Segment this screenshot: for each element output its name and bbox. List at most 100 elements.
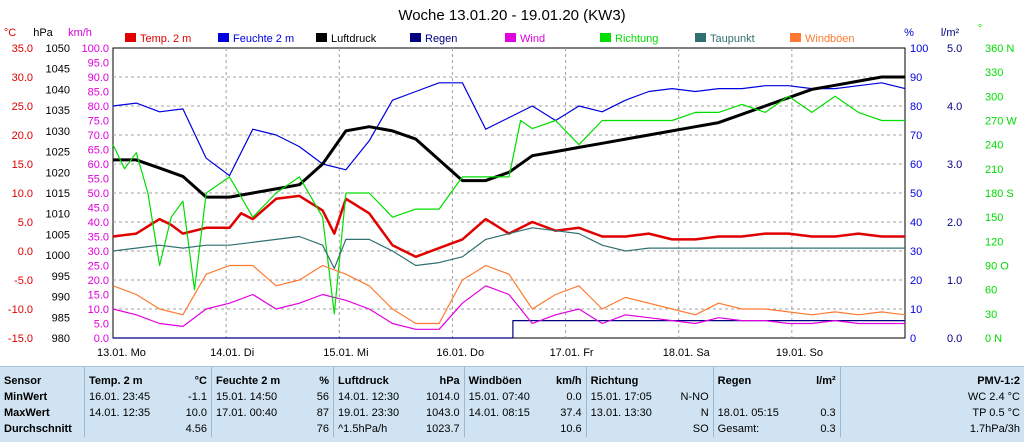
- header-pressure-unit: hPa: [439, 375, 460, 387]
- x-tick-label: 14.01. Di: [210, 347, 254, 359]
- direction-value: N-NO: [680, 391, 709, 403]
- humidity-unit: %: [904, 27, 914, 39]
- header-pressure: Luftdruck: [333, 367, 422, 389]
- direction-tick-label: 210: [985, 164, 1003, 176]
- pressure-time: 19.01. 23:30: [333, 405, 422, 421]
- wind-tick-label: 85.0: [88, 87, 109, 99]
- chart-title: Woche 13.01.20 - 19.01.20 (KW3): [398, 7, 625, 24]
- temp-unit: °C: [4, 27, 16, 39]
- row-label: MaxWert: [4, 407, 50, 419]
- x-tick-label: 15.01. Mi: [323, 347, 368, 359]
- series-line-windb-en: [112, 264, 906, 325]
- legend-swatch: [695, 33, 706, 42]
- wind-tick-label: 70.0: [88, 130, 109, 142]
- temp-tick-label: 20.0: [12, 130, 33, 142]
- temp-value: -1.1: [188, 391, 207, 403]
- legend-label: Feuchte 2 m: [233, 33, 294, 45]
- wind-tick-label: 0.0: [94, 333, 109, 345]
- direction-tick-label: 30: [985, 309, 997, 321]
- humidity-time: [211, 421, 300, 437]
- weather-chart: Woche 13.01.20 - 19.01.20 (KW3) Temp. 2 m…: [4, 7, 1018, 359]
- wind-tick-label: 25.0: [88, 261, 109, 273]
- gust-time: [463, 421, 543, 437]
- humidity-tick-label: 50: [910, 188, 922, 200]
- direction-tick-label: 90 O: [985, 261, 1009, 273]
- humidity-value: 76: [316, 423, 329, 435]
- direction-tick-label: 270 W: [985, 116, 1017, 128]
- series-line-luftdruck: [113, 75, 905, 199]
- x-tick-label: 19.01. So: [776, 347, 823, 359]
- row-label: Durchschnitt: [4, 423, 72, 435]
- legend-swatch: [410, 33, 421, 42]
- x-tick-label: 18.01. Sa: [663, 347, 711, 359]
- legend-label: Windböen: [805, 33, 855, 45]
- rain-tick-label: 0.0: [947, 333, 962, 345]
- wind-tick-label: 10.0: [88, 304, 109, 316]
- wind-tick-label: 75.0: [88, 116, 109, 128]
- wind-tick-label: 90.0: [88, 72, 109, 84]
- stats-header-row: Sensor Temp. 2 m °C Feuchte 2 m % Luftdr…: [0, 367, 1024, 389]
- humidity-value: 56: [316, 391, 329, 403]
- humidity-time: 17.01. 00:40: [211, 405, 300, 421]
- header-rain-unit: l/m²: [816, 375, 836, 387]
- legend-swatch: [218, 33, 229, 42]
- pressure-value: 1023.7: [426, 423, 460, 435]
- legend-label: Taupunkt: [710, 33, 755, 45]
- wind-unit: km/h: [68, 27, 92, 39]
- series-line-temp-2-m: [112, 194, 905, 259]
- rain-value: 0.3: [820, 407, 836, 419]
- header-direction-spacer: [675, 367, 714, 389]
- header-rain: Regen: [712, 367, 802, 389]
- series-line-taupunkt: [112, 227, 905, 269]
- pmv-value: TP 0.5 °C: [839, 405, 1024, 421]
- header-temp-unit: °C: [194, 375, 207, 387]
- humidity-tick-label: 40: [910, 217, 922, 229]
- pressure-tick-label: 1050: [46, 43, 70, 55]
- pressure-value: 1043.0: [426, 407, 460, 419]
- temp-value: 4.56: [185, 423, 207, 435]
- gust-value: 37.4: [560, 407, 582, 419]
- wind-tick-label: 95.0: [88, 58, 109, 70]
- pressure-tick-label: 1020: [46, 167, 70, 179]
- series-line-feuchte-2-m: [112, 82, 906, 177]
- rain-tick-label: 2.0: [947, 217, 962, 229]
- direction-time: 13.01. 13:30: [585, 405, 675, 421]
- temp-tick-label: 10.0: [12, 188, 33, 200]
- humidity-tick-label: 0: [910, 333, 916, 345]
- rain-value: 0.3: [820, 423, 836, 435]
- humidity-tick-label: 20: [910, 275, 922, 287]
- x-tick-label: 17.01. Fr: [550, 347, 594, 359]
- direction-unit: °: [978, 23, 982, 35]
- temp-tick-label: 15.0: [12, 159, 33, 171]
- x-tick-label: 13.01. Mo: [97, 347, 146, 359]
- pressure-tick-label: 995: [52, 271, 70, 283]
- legend-label: Temp. 2 m: [140, 33, 191, 45]
- rain-time: Gesamt:: [712, 421, 802, 437]
- stats-row-average: Durchschnitt 4.56 76 ^1.5hPa/h 1023.7 10…: [0, 421, 1024, 437]
- direction-tick-label: 180 S: [985, 188, 1014, 200]
- statistics-table: Sensor Temp. 2 m °C Feuchte 2 m % Luftdr…: [0, 367, 1024, 437]
- direction-tick-label: 0 N: [985, 333, 1002, 345]
- humidity-tick-label: 100: [910, 43, 928, 55]
- wind-tick-label: 30.0: [88, 246, 109, 258]
- pmv-value: 1.7hPa/3h: [839, 421, 1024, 437]
- direction-tick-label: 60: [985, 285, 997, 297]
- temp-time: 14.01. 12:35: [84, 405, 173, 421]
- humidity-tick-label: 60: [910, 159, 922, 171]
- legend-swatch: [505, 33, 516, 42]
- header-gust-unit: km/h: [555, 375, 582, 387]
- wind-tick-label: 45.0: [88, 203, 109, 215]
- legend-swatch: [316, 33, 327, 42]
- series-line-richtung: [112, 95, 905, 315]
- header-temp: Temp. 2 m: [84, 367, 173, 389]
- pressure-time: ^1.5hPa/h: [333, 421, 422, 437]
- pressure-tick-label: 1025: [46, 147, 70, 159]
- header-direction: Richtung: [585, 367, 675, 389]
- direction-tick-label: 240: [985, 140, 1003, 152]
- temp-tick-label: 25.0: [12, 101, 33, 113]
- humidity-tick-label: 70: [910, 130, 922, 142]
- direction-tick-label: 330: [985, 67, 1003, 79]
- pmv-value: WC 2.4 °C: [839, 389, 1024, 405]
- wind-tick-label: 40.0: [88, 217, 109, 229]
- humidity-tick-label: 90: [910, 72, 922, 84]
